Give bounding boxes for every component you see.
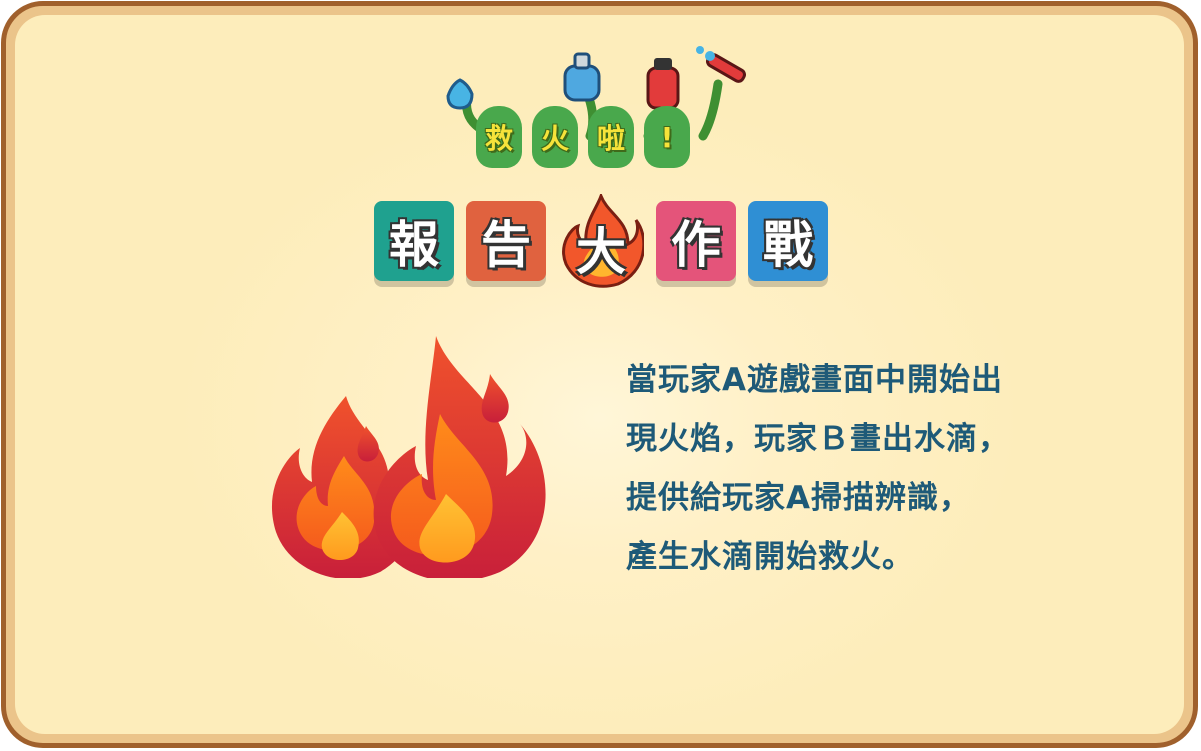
extinguisher-icon [646, 58, 680, 110]
flame-icon [562, 194, 644, 288]
logo-title: 報 告 大 作 戰 [374, 194, 828, 288]
title-char: 戰 [748, 201, 828, 281]
title-char: 報 [374, 201, 454, 281]
description-line: 產生水滴開始救火。 [626, 539, 914, 575]
description-line: 當玩家A遊戲畫面中開始出 [626, 362, 1003, 398]
subtitle-char: 救 [476, 106, 522, 168]
subtitle-char: ! [644, 106, 690, 168]
hose-icon [696, 46, 746, 83]
description-line: 現火焰，玩家Ｂ畫出水滴， [626, 421, 1010, 457]
water-drop-icon [446, 78, 474, 110]
game-description: 當玩家A遊戲畫面中開始出 現火焰，玩家Ｂ畫出水滴， 提供給玩家A掃描辨識， 產生… [626, 351, 1086, 587]
fire-icon [272, 336, 546, 578]
title-char: 作 [656, 201, 736, 281]
subtitle-char: 啦 [588, 106, 634, 168]
description-line: 提供給玩家A掃描辨識， [626, 480, 971, 516]
title-flame-tile: 大 [558, 194, 644, 288]
subtitle-char: 火 [532, 106, 578, 168]
title-char: 大 [576, 223, 626, 281]
title-char: 告 [466, 201, 546, 281]
game-logo: 救 火 啦 ! 報 告 大 作 戰 [368, 44, 844, 294]
logo-subtitle: 救 火 啦 ! [476, 106, 690, 168]
water-bottle-icon [563, 52, 601, 102]
